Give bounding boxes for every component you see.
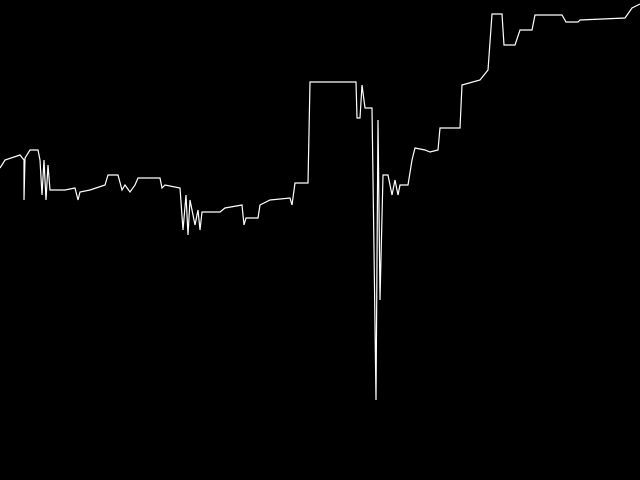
signal-line [0, 3, 640, 401]
